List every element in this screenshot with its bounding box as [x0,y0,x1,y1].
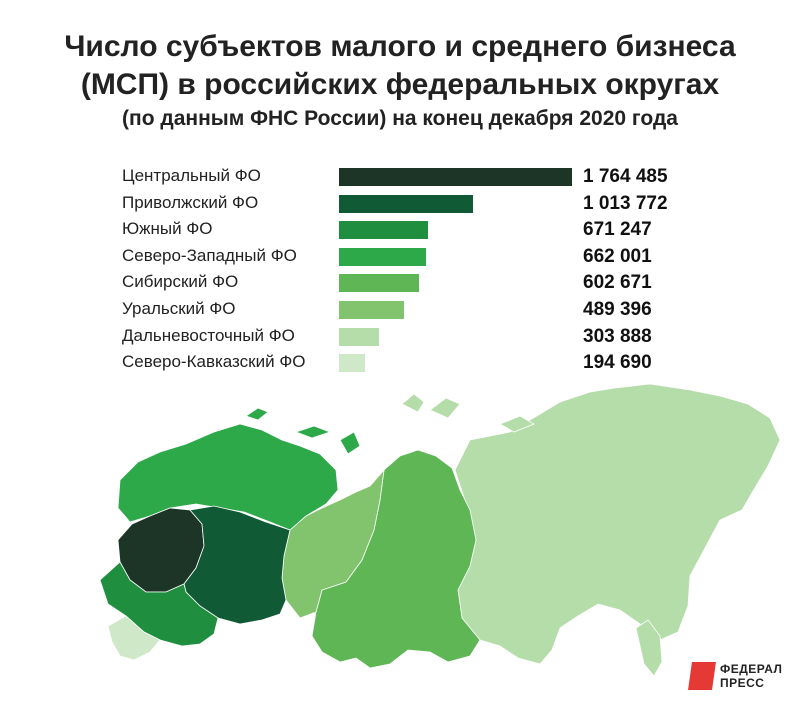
value-label: 489 396 [583,299,652,320]
bar [339,168,572,186]
caucasus-region [107,615,161,661]
bar [339,301,404,319]
value-label: 671 247 [583,219,652,241]
northwest-islands [245,407,361,455]
bar [339,247,426,266]
value-label: 602 671 [583,272,652,294]
category-label: Северо-Западный ФО [122,245,297,265]
category-label: Дальневосточный ФО [122,325,295,345]
logo-text: ФЕДЕРАЛ ПРЕСС [720,662,783,690]
bar [339,221,428,240]
title-line-1: Число субъектов малого и среднего бизнес… [64,30,736,63]
fareast-region [454,383,781,665]
value-label: 303 888 [583,325,652,347]
category-label: Южный ФО [122,219,213,239]
value-label: 662 001 [583,245,652,267]
title-line-2: (МСП) в российских федеральных округах [80,68,720,101]
federalpress-logo: ФЕДЕРАЛ ПРЕСС [688,660,790,696]
value-label: 1 764 485 [583,166,668,187]
bar [339,327,379,346]
value-label: 194 690 [583,352,652,374]
bar [339,354,365,373]
logo-mark-icon [688,662,716,690]
category-label: Северо-Кавказский ФО [122,352,306,372]
chart-subtitle: (по данным ФНС России) на конец декабря … [122,107,678,130]
volga-region [183,505,291,625]
chart-title: Число субъектов малого и среднего бизнес… [0,28,800,104]
bar [339,274,419,293]
category-label: Центральный ФО [122,166,261,185]
value-label: 1 013 772 [583,192,668,214]
category-label: Сибирский ФО [122,272,239,292]
category-label: Приволжский ФО [122,192,259,212]
bar [339,194,473,213]
category-label: Уральский ФО [122,299,236,318]
fareast-islands [401,393,663,677]
